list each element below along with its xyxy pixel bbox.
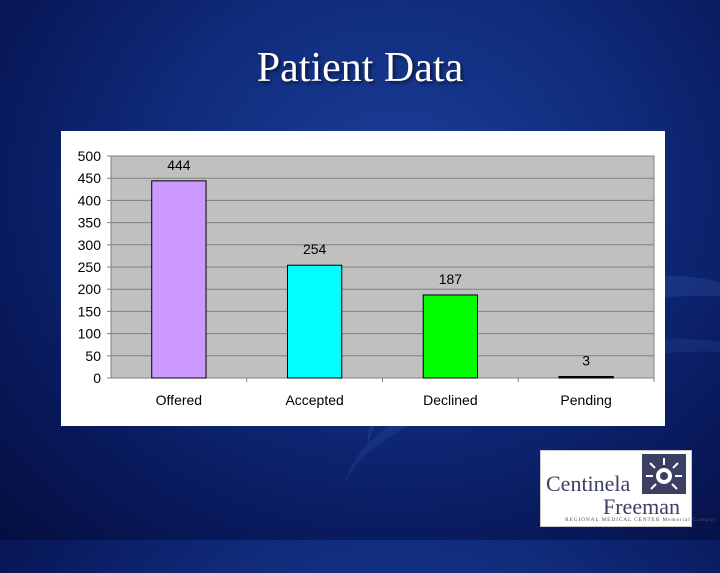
y-tick-label: 200 bbox=[78, 281, 102, 297]
x-tick-label-pending: Pending bbox=[560, 392, 611, 408]
bar-accepted bbox=[286, 264, 343, 379]
centinela-freeman-logo: Centinela Freeman REGIONAL MEDICAL CENTE… bbox=[540, 450, 715, 527]
logo-line-centinela: Centinela bbox=[546, 471, 631, 496]
sunburst-emblem-icon bbox=[642, 454, 686, 494]
data-label-pending: 3 bbox=[582, 353, 590, 369]
y-tick-label: 350 bbox=[78, 215, 102, 231]
bar-declined bbox=[422, 294, 479, 379]
slide-title: Patient Data bbox=[256, 45, 464, 91]
y-tick-label: 450 bbox=[78, 170, 102, 186]
bar-chart: 0 50 100 150 200 250 300 350 400 450 500 444 Offered… bbox=[78, 148, 655, 408]
y-tick-label: 500 bbox=[78, 148, 102, 164]
logo-line-freeman: Freeman bbox=[603, 494, 680, 519]
logo-line-subtitle: REGIONAL MEDICAL CENTER Memorial Campus bbox=[565, 517, 716, 523]
bar-pending bbox=[558, 376, 614, 379]
y-tick-label: 0 bbox=[93, 370, 101, 386]
data-label-declined: 187 bbox=[439, 271, 463, 287]
y-tick-label: 300 bbox=[78, 237, 102, 253]
data-label-accepted: 254 bbox=[303, 241, 327, 257]
x-tick-label-accepted: Accepted bbox=[285, 392, 343, 408]
x-tick-label-declined: Declined bbox=[423, 392, 477, 408]
y-tick-label: 100 bbox=[78, 326, 102, 342]
y-tick-label: 150 bbox=[78, 303, 102, 319]
data-label-offered: 444 bbox=[167, 157, 191, 173]
bar-offered bbox=[151, 180, 207, 379]
y-tick-label: 250 bbox=[78, 259, 102, 275]
y-tick-label: 400 bbox=[78, 192, 102, 208]
y-tick-label: 50 bbox=[85, 348, 101, 364]
x-tick-label-offered: Offered bbox=[156, 392, 202, 408]
chart-container: 0 50 100 150 200 250 300 350 400 450 500 444 Offered… bbox=[61, 131, 665, 426]
